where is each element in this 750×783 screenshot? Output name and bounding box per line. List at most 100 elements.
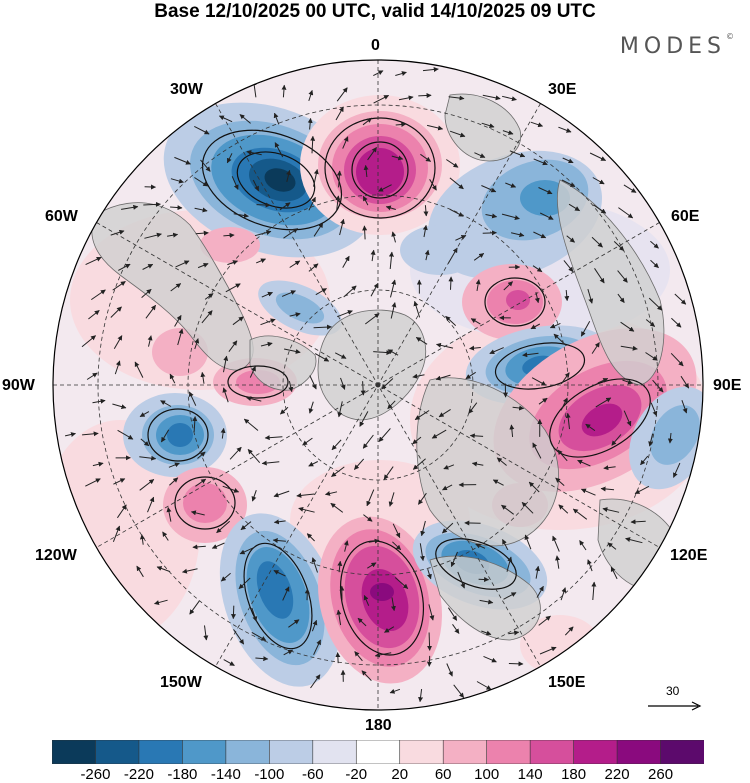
wind-vector bbox=[118, 263, 131, 271]
landmass-asia-east bbox=[556, 179, 665, 386]
wind-vector bbox=[443, 464, 455, 470]
wind-vector bbox=[306, 533, 315, 542]
brand-logo: MODES© bbox=[620, 32, 734, 59]
wind-vector bbox=[296, 492, 315, 498]
wind-vector bbox=[549, 322, 561, 329]
wind-vector bbox=[392, 541, 402, 551]
wind-vector bbox=[505, 182, 517, 188]
wind-vector bbox=[572, 508, 588, 520]
wind-vector bbox=[315, 288, 327, 296]
wind-vector bbox=[85, 478, 101, 487]
wind-vector bbox=[343, 285, 357, 298]
contour-line bbox=[147, 408, 209, 462]
contour-line bbox=[435, 538, 517, 590]
wind-vector bbox=[448, 276, 454, 290]
wind-vector bbox=[670, 352, 684, 367]
wind-vector bbox=[363, 514, 373, 522]
wind-vector bbox=[201, 310, 213, 324]
wind-vector bbox=[509, 424, 515, 438]
wind-vector bbox=[232, 316, 244, 326]
wind-vector bbox=[568, 203, 581, 212]
wind-vector bbox=[478, 576, 490, 582]
wind-vector bbox=[553, 333, 567, 346]
lon-label-120w: 120W bbox=[35, 547, 77, 564]
wind-vector bbox=[361, 670, 372, 681]
wind-vector bbox=[602, 507, 620, 513]
wind-vector bbox=[170, 283, 182, 292]
wind-vector bbox=[611, 434, 622, 446]
wind-vector bbox=[538, 187, 553, 195]
wind-vector bbox=[256, 202, 271, 208]
wind-vector bbox=[170, 205, 183, 211]
wind-vector bbox=[251, 607, 258, 622]
wind-vector bbox=[342, 255, 350, 268]
wind-vector bbox=[85, 256, 102, 266]
wind-vector bbox=[476, 681, 492, 690]
wind-vector bbox=[311, 619, 318, 632]
wind-vector bbox=[420, 153, 432, 162]
wind-vector bbox=[222, 485, 240, 493]
wind-vector bbox=[528, 481, 540, 493]
wind-vector bbox=[243, 418, 259, 431]
wind-vector bbox=[418, 689, 424, 703]
wind-vector bbox=[423, 205, 429, 217]
wind-vector bbox=[587, 559, 593, 572]
colorbar-tick-label: 100 bbox=[474, 766, 500, 783]
wind-vector bbox=[357, 617, 367, 627]
wind-vector bbox=[363, 164, 369, 178]
wind-vector bbox=[501, 95, 517, 102]
wind-vector bbox=[86, 372, 98, 380]
wind-vector bbox=[426, 124, 444, 131]
colorbar-tick-label: 220 bbox=[604, 766, 630, 783]
wind-vector bbox=[412, 373, 425, 379]
wind-vector bbox=[650, 402, 658, 417]
wind-vector bbox=[625, 537, 643, 544]
colorbar-cell bbox=[616, 740, 662, 764]
wind-vector bbox=[139, 411, 150, 418]
wind-vector bbox=[536, 585, 544, 598]
wind-vector bbox=[597, 378, 609, 384]
wind-vector bbox=[673, 462, 681, 478]
wind-vector bbox=[310, 674, 321, 689]
wind-vector bbox=[587, 288, 594, 304]
wind-vector bbox=[336, 609, 342, 626]
wind-vector bbox=[426, 655, 432, 667]
colorbar-cell bbox=[486, 740, 531, 764]
wind-vector bbox=[592, 177, 605, 185]
wind-vector bbox=[194, 207, 208, 213]
wind-vector bbox=[594, 268, 605, 284]
wind-vector bbox=[166, 507, 172, 522]
wind-vector bbox=[566, 235, 575, 243]
wind-vector bbox=[91, 289, 106, 301]
wind-vector bbox=[195, 478, 207, 487]
wind-vector bbox=[447, 607, 458, 621]
wind-vector bbox=[335, 195, 341, 212]
wind-vector bbox=[465, 371, 476, 380]
lon-label-60w: 60W bbox=[45, 208, 78, 225]
wind-vector bbox=[617, 270, 628, 283]
wind-vector bbox=[650, 259, 659, 269]
wind-vector bbox=[593, 204, 607, 214]
wind-vector bbox=[289, 312, 301, 318]
wind-vector bbox=[395, 122, 407, 127]
wind-vector bbox=[154, 599, 168, 605]
wind-vector bbox=[256, 258, 266, 264]
wind-vector bbox=[512, 405, 525, 411]
wind-vector bbox=[337, 401, 343, 418]
colorbar-tick-label: 180 bbox=[561, 766, 587, 783]
wind-vector bbox=[413, 300, 421, 318]
wind-vector bbox=[390, 597, 396, 612]
colorbar-tick-label: 140 bbox=[517, 766, 543, 783]
wind-vector bbox=[362, 225, 368, 240]
wind-vector bbox=[112, 403, 127, 410]
wind-vector bbox=[197, 262, 209, 269]
wind-vector bbox=[362, 434, 374, 449]
wind-vector bbox=[634, 485, 650, 495]
wind-vector bbox=[239, 547, 254, 555]
wind-vector bbox=[398, 95, 414, 101]
colorbar-cell bbox=[660, 740, 704, 764]
wind-vector bbox=[231, 176, 239, 190]
wind-vector bbox=[680, 375, 690, 389]
wind-vector bbox=[681, 400, 688, 414]
wind-vector bbox=[302, 437, 313, 446]
